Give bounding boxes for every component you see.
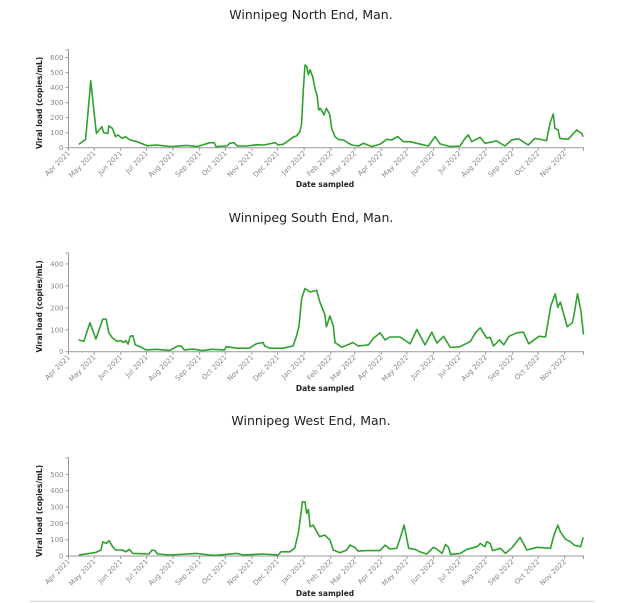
y-tick-label: 200	[50, 520, 63, 528]
x-tick-label: Mar 2022	[329, 149, 358, 178]
x-tick-label: May 2021	[68, 558, 98, 588]
x-tick-label: Nov 2022	[539, 558, 568, 587]
x-tick-label: Jul 2022	[436, 558, 463, 585]
y-tick-label: 0	[59, 553, 63, 561]
x-axis-label: Date sampled	[296, 589, 354, 598]
x-tick-label: Sep 2022	[487, 149, 516, 178]
x-tick-label: Aug 2022	[460, 149, 489, 178]
y-axis	[65, 49, 584, 151]
x-tick-label: Jun 2022	[409, 558, 437, 586]
x-tick-label: Aug 2021	[147, 353, 176, 382]
x-tick-label: Jul 2021	[123, 149, 150, 176]
x-tick-label: Jun 2021	[96, 353, 124, 381]
x-tick-label: May 2021	[68, 149, 98, 179]
y-tick-label: 500	[50, 471, 63, 479]
x-tick-label: Oct 2022	[513, 149, 541, 177]
x-axis-label: Date sampled	[296, 180, 354, 189]
x-tick-label: Jan 2022	[279, 353, 307, 381]
y-tick-label: 200	[50, 304, 63, 312]
x-tick-label: Jul 2022	[436, 353, 463, 380]
x-tick-label: Jul 2021	[123, 558, 150, 585]
y-axis	[65, 457, 584, 559]
x-tick-label: May 2021	[68, 353, 98, 383]
x-tick-label: Aug 2022	[460, 353, 489, 382]
y-tick-label: 300	[50, 282, 63, 290]
x-tick-label: Jul 2022	[436, 149, 463, 176]
x-tick-label: Oct 2021	[200, 558, 228, 586]
x-tick-label: Aug 2021	[147, 149, 176, 178]
y-tick-label: 100	[50, 326, 63, 334]
series-line	[78, 501, 584, 557]
y-axis-label: Viral load (copies/mL)	[35, 57, 44, 149]
x-tick-label: Jun 2022	[409, 353, 437, 381]
x-tick-label: Aug 2021	[147, 558, 176, 587]
series-line	[78, 64, 584, 148]
x-tick-label: Oct 2021	[200, 353, 228, 381]
x-tick-label: Oct 2021	[200, 149, 228, 177]
y-axis-label: Viral load (copies/mL)	[35, 465, 44, 557]
y-tick-label: 400	[50, 260, 63, 268]
chart-3: Winnipeg West End, Man. 0 100 200 300 400 500 A…	[35, 413, 584, 598]
x-tick-label: Nov 2022	[539, 149, 568, 178]
x-tick-label: Nov 2021	[226, 353, 255, 382]
y-tick-label: 400	[50, 487, 63, 495]
y-tick-label: 400	[50, 84, 63, 92]
x-tick-label: Jan 2022	[279, 558, 307, 586]
x-tick-label: Aug 2022	[460, 558, 489, 587]
chart-2: Winnipeg South End, Man.0100200300400Apr…	[35, 210, 585, 393]
x-tick-label: Sep 2022	[487, 558, 516, 587]
x-axis-label: Date sampled	[296, 384, 354, 393]
x-tick-label: Dec 2021	[252, 353, 281, 382]
y-axis-label: Viral load (copies/mL)	[35, 260, 44, 352]
x-tick-label: Nov 2021	[226, 149, 255, 178]
x-tick-label: Jun 2022	[409, 149, 437, 177]
y-tick-label: 0	[59, 348, 63, 356]
series-line	[78, 287, 585, 352]
x-tick-label: Nov 2022	[539, 353, 568, 382]
x-tick-label: Jul 2021	[123, 353, 150, 380]
x-tick-label: Jun 2021	[96, 558, 124, 586]
y-tick-label: 300	[50, 504, 63, 512]
y-tick-label: 500	[50, 69, 63, 77]
x-tick-label: May 2022	[380, 353, 410, 383]
x-tick-label: Dec 2021	[252, 558, 281, 587]
x-tick-label: May 2022	[380, 149, 410, 179]
x-tick-label: Sep 2021	[174, 149, 203, 178]
y-tick-label: 100	[50, 129, 63, 137]
y-tick-label: 200	[50, 114, 63, 122]
y-tick-label: 100	[50, 536, 63, 544]
y-axis	[65, 252, 584, 355]
y-tick-label: 0	[59, 144, 63, 152]
chart-title: Winnipeg West End, Man.	[231, 413, 390, 428]
chart-title: Winnipeg South End, Man.	[229, 210, 394, 225]
chart-1: Winnipeg North End, Man. 0 100 200 300 400 500…	[35, 7, 584, 189]
x-tick-label: Nov 2021	[226, 558, 255, 587]
x-tick-label: Sep 2021	[174, 558, 203, 587]
x-tick-label: Sep 2021	[174, 353, 203, 382]
y-tick-label: 600	[50, 54, 63, 62]
x-tick-label: Oct 2022	[513, 558, 541, 586]
x-tick-label: Jan 2022	[279, 149, 307, 177]
x-tick-label: Mar 2022	[329, 353, 358, 382]
x-tick-label: Dec 2021	[252, 149, 281, 178]
x-tick-label: May 2022	[380, 558, 410, 588]
x-tick-label: Mar 2022	[329, 558, 358, 587]
x-tick-label: Sep 2022	[487, 353, 516, 382]
chart-title: Winnipeg North End, Man.	[229, 7, 392, 22]
x-tick-label: Jun 2021	[96, 149, 124, 177]
x-tick-label: Oct 2022	[513, 353, 541, 381]
y-tick-label: 300	[50, 99, 63, 107]
